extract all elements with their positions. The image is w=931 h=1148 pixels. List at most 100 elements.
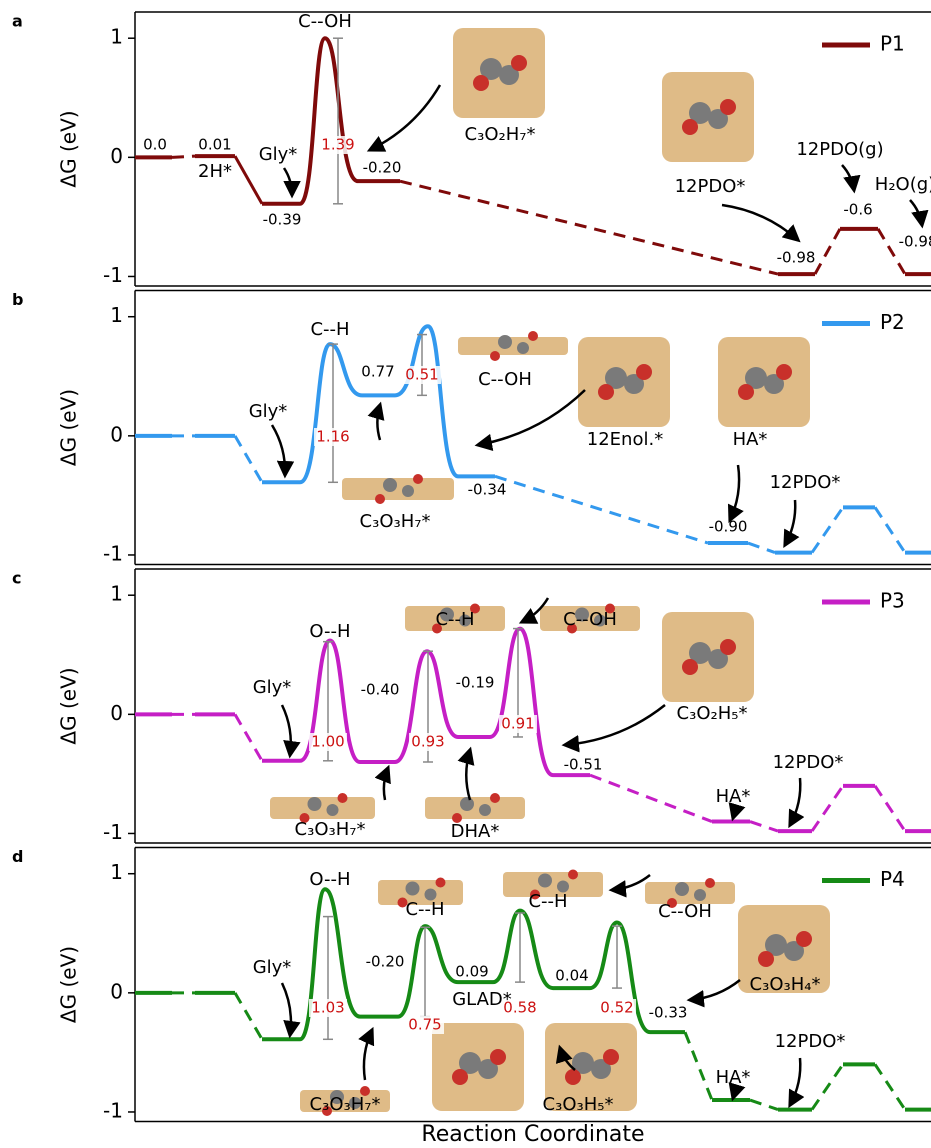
atom [694,889,706,901]
y-tick-label: 1 [110,860,123,884]
connector [875,507,905,552]
barrier-label: 0.91 [501,715,534,733]
pointer-arrow [790,778,800,825]
atom [675,882,689,896]
state-name: Gly* [253,677,292,698]
state-name: C₃O₃H₅* [543,1094,614,1115]
atom [682,119,698,135]
barrier-label: 1.39 [321,136,354,154]
atom [308,797,322,811]
atom [528,331,538,341]
connector [750,822,778,832]
state-name: HA* [716,1067,751,1088]
atom [383,478,397,492]
state-name: 12PDO* [770,472,841,493]
atom [796,931,812,947]
y-tick-label: 0 [110,979,123,1003]
pointer-arrow [722,205,798,240]
barrier-label: 0.52 [600,999,633,1017]
energy-label: -0.19 [456,674,495,692]
atom [636,364,652,380]
state-name: H₂O(g) [875,174,931,195]
energy-label: 0.77 [361,363,394,381]
atom [720,639,736,655]
state-name: C--OH [563,609,617,630]
transition-state [398,926,458,1017]
energy-label: -0.90 [709,518,748,536]
legend-label: P4 [880,867,905,891]
surface-image [270,797,375,819]
state-name: C--OH [658,901,712,922]
state-name: O--H [309,621,350,642]
connector [812,507,843,552]
atom [338,793,348,803]
energy-label: -0.98 [777,249,816,267]
atom [490,351,500,361]
atom [327,804,339,816]
pointer-arrow [364,1030,372,1080]
y-axis-label: ΔG (eV) [57,667,81,744]
pointer-arrow [370,85,440,150]
pointer-arrow [282,705,291,755]
energy-label: -0.39 [263,211,302,229]
state-name: C--H [528,891,567,912]
pointer-arrow [565,705,665,745]
state-name: 12PDO(g) [796,139,883,160]
legend-label: P2 [880,310,905,334]
y-tick-label: 1 [110,303,123,327]
state-name: 12PDO* [775,1031,846,1052]
pointer-arrow [466,750,470,800]
atom [413,474,423,484]
energy-label: -0.34 [468,481,507,499]
y-axis-label: ΔG (eV) [57,110,81,187]
y-tick-label: -1 [103,263,123,287]
pointer-arrow [842,165,854,190]
transition-state [300,344,362,482]
x-axis-label: Reaction Coordinate [421,1122,644,1147]
state-name: O--H [309,869,350,890]
state-name: C--H [405,899,444,920]
connector [590,775,712,821]
energy-label: -0.98 [899,233,931,251]
state-name: C₃O₃H₇* [295,819,366,840]
atom [498,335,512,349]
connector [815,229,840,274]
y-tick-label: 1 [110,582,123,606]
pointer-arrow [282,983,291,1035]
state-name: 12PDO* [773,752,844,773]
surface-image [458,337,568,355]
state-name: C--H [310,319,349,340]
atom [490,793,500,803]
connector [235,993,262,1039]
atom [375,494,385,504]
energy-label: -0.20 [363,159,402,177]
page: Reaction Coordinate aΔG (eV)-101P11.390.… [0,0,931,1148]
state-name: C₃O₂H₇* [465,124,536,145]
state-name: C--OH [478,369,532,390]
pointer-arrow [377,405,380,440]
connector [748,543,775,553]
pointer-arrow [790,1058,800,1105]
pointer-arrow [272,425,285,475]
atom [452,1069,468,1085]
barrier-label: 1.16 [316,428,349,446]
legend-label: P3 [880,589,905,613]
connector [235,436,262,482]
atom [738,384,754,400]
barrier-label: 1.03 [311,999,344,1017]
legend-label: P1 [880,32,905,56]
pointer-arrow [733,808,734,818]
y-tick-label: -1 [103,541,123,565]
connector [812,1064,843,1109]
state-name: Gly* [249,401,288,422]
barrier-label: 0.75 [408,1016,441,1034]
state-name: C₃O₃H₇* [360,511,431,532]
atom [603,1049,619,1065]
barrier-label: 0.93 [411,733,444,751]
state-name: HA* [716,786,751,807]
figure: Reaction Coordinate aΔG (eV)-101P11.390.… [0,0,931,1148]
atom [598,384,614,400]
y-tick-label: 0 [110,422,123,446]
state-name: HA* [733,429,768,450]
y-axis-label: ΔG (eV) [57,389,81,466]
